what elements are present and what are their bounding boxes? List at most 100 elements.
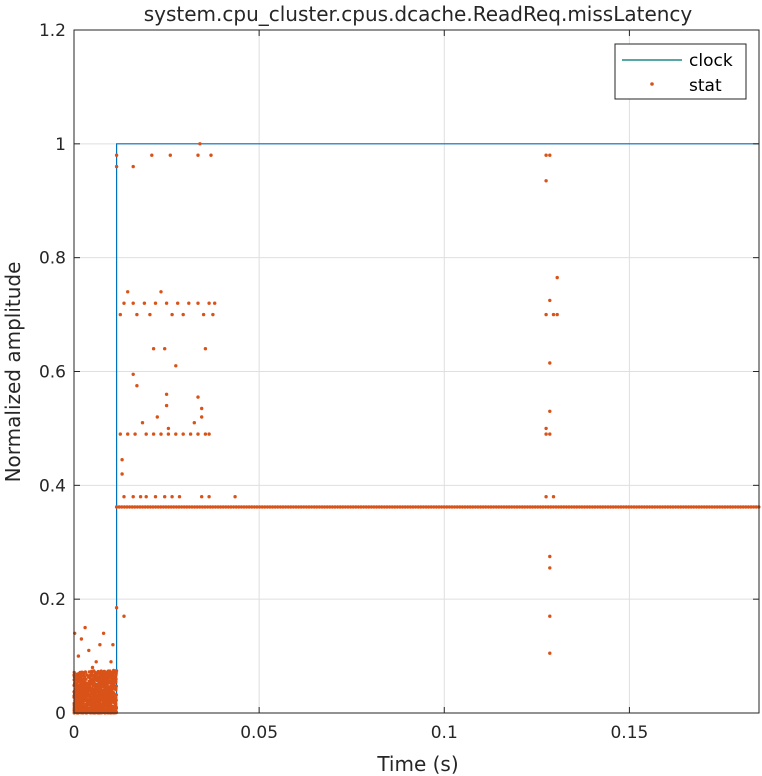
stat-point <box>325 505 329 509</box>
stat-point <box>341 505 345 509</box>
stat-point <box>572 505 576 509</box>
stat-point <box>81 677 86 681</box>
stat-point <box>185 505 189 509</box>
stat-point <box>181 312 185 317</box>
stat-point <box>749 505 753 509</box>
stat-point <box>203 347 208 351</box>
stat-point <box>196 432 200 436</box>
stat-point <box>155 415 159 419</box>
stat-point <box>84 677 88 681</box>
stat-point <box>567 505 571 509</box>
stat-point <box>658 505 662 509</box>
stat-point <box>705 505 709 509</box>
stat-point <box>159 432 163 436</box>
y-tick-label: 0 <box>55 704 66 724</box>
x-tick-label: 0.1 <box>431 723 458 743</box>
stat-point <box>98 643 102 647</box>
stat-point <box>109 699 113 704</box>
stat-point <box>450 505 454 509</box>
stat-point <box>736 505 740 509</box>
stat-point <box>751 505 756 509</box>
stat-point <box>400 505 405 509</box>
stat-point <box>114 687 118 691</box>
stat-point <box>424 505 428 509</box>
y-axis-label: Normalized amplitude <box>1 262 25 483</box>
stat-point <box>273 505 277 509</box>
y-tick-label: 0.6 <box>39 363 66 383</box>
stat-point <box>575 505 579 509</box>
stat-point <box>247 505 251 509</box>
y-tick-label: 0.8 <box>39 249 66 269</box>
stat-point <box>92 669 96 673</box>
stat-point <box>548 614 552 618</box>
stat-point <box>120 505 124 509</box>
stat-point <box>114 164 119 169</box>
stat-point <box>385 505 389 509</box>
stat-point <box>710 505 714 509</box>
stat-point <box>109 708 113 712</box>
stat-point <box>627 505 631 509</box>
stat-point <box>697 505 701 509</box>
chart-title: system.cpu_cluster.cpus.dcache.ReadReq.m… <box>144 2 693 26</box>
stat-point <box>538 505 543 509</box>
stat-point <box>111 670 115 674</box>
stat-point <box>544 495 548 499</box>
stat-point <box>346 505 350 509</box>
stat-point <box>117 505 121 509</box>
stat-point <box>746 505 751 509</box>
stat-point <box>624 505 628 509</box>
stat-point <box>105 691 109 695</box>
y-tick-label: 0.2 <box>39 590 66 610</box>
stat-point <box>81 671 85 675</box>
stat-point <box>702 505 706 509</box>
stat-point <box>112 693 116 697</box>
stat-point <box>103 677 107 681</box>
stat-point <box>707 505 712 509</box>
stat-point <box>645 505 649 509</box>
stat-point <box>367 505 371 509</box>
stat-point <box>131 495 135 499</box>
stat-point <box>585 505 589 509</box>
stat-point <box>226 505 231 509</box>
stat-point <box>163 495 167 499</box>
stat-point <box>207 432 211 436</box>
stat-point <box>548 409 552 413</box>
stat-point <box>200 406 204 411</box>
stat-point <box>114 606 119 610</box>
stat-point <box>179 505 184 509</box>
stat-point <box>164 392 169 396</box>
stat-point <box>107 688 111 692</box>
stat-point <box>205 505 210 509</box>
stat-point <box>126 290 130 294</box>
stat-point <box>224 505 228 509</box>
stat-point <box>83 694 87 698</box>
stat-point <box>250 505 254 509</box>
stat-point <box>239 505 244 509</box>
stat-point <box>536 505 540 509</box>
stat-point <box>548 554 552 559</box>
stat-point <box>689 505 693 509</box>
stat-point <box>153 495 158 499</box>
stat-point <box>142 301 147 305</box>
stat-point <box>207 301 211 305</box>
stat-point <box>192 421 196 425</box>
stat-point <box>181 432 185 436</box>
stat-point <box>595 505 600 509</box>
stat-point <box>569 505 574 509</box>
stat-point <box>177 495 182 499</box>
y-tick-label: 1.2 <box>39 21 66 41</box>
stat-point <box>684 505 688 509</box>
stat-point <box>528 505 532 509</box>
stat-point <box>148 312 152 317</box>
stat-point <box>111 685 115 690</box>
stat-point <box>122 614 126 618</box>
stat-point <box>555 275 559 280</box>
stat-point <box>108 681 112 685</box>
stat-point <box>125 505 129 509</box>
stat-point <box>744 505 748 509</box>
stat-point <box>548 361 552 365</box>
stat-point <box>559 505 563 509</box>
stat-point <box>187 301 191 305</box>
stat-point <box>104 689 108 693</box>
